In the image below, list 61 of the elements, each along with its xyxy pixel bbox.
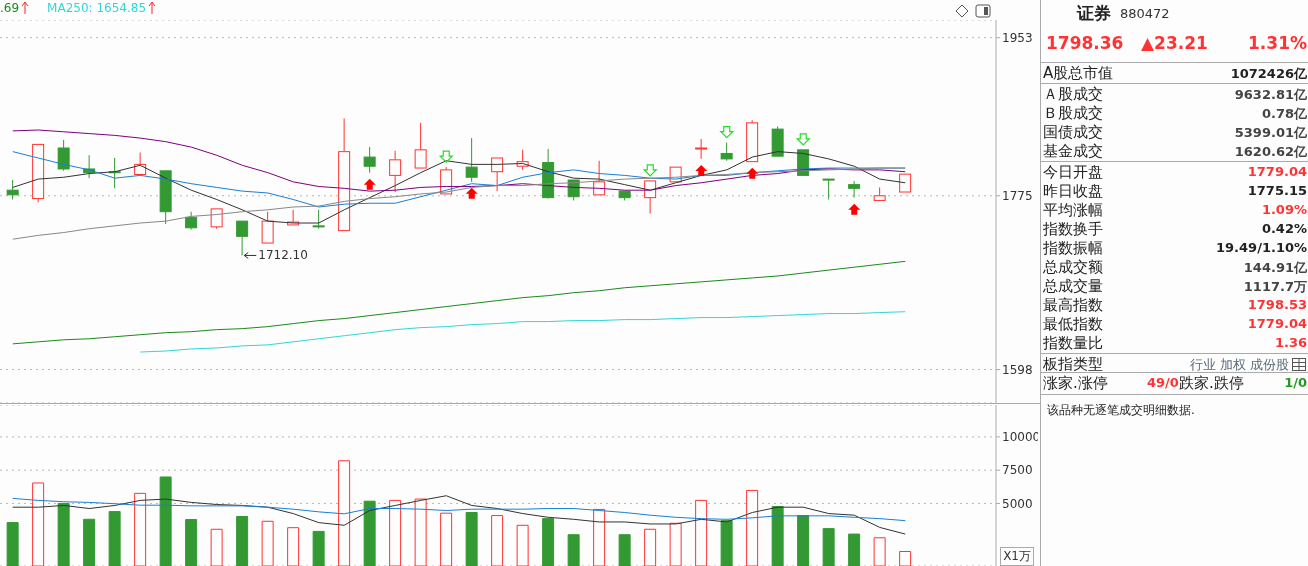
y-tick-label: 5000 bbox=[1002, 496, 1033, 511]
text: 1.36 bbox=[1274, 335, 1307, 350]
text: 19.49/1.10% bbox=[1216, 240, 1307, 255]
text: 1.09% bbox=[1261, 202, 1307, 217]
text: 5399.01亿 bbox=[1234, 125, 1307, 140]
category-label: 平均涨幅 bbox=[1043, 201, 1103, 220]
category-label: 国债成交 bbox=[1043, 123, 1103, 142]
category-label: Ｂ股成交 bbox=[1043, 104, 1103, 123]
text: 880472 bbox=[1120, 6, 1170, 21]
text: 49/0 bbox=[1147, 375, 1179, 390]
candlestick bbox=[389, 150, 402, 193]
line-series bbox=[12, 497, 906, 522]
line-series bbox=[139, 311, 906, 353]
category-label: 指数量比 bbox=[1043, 334, 1103, 353]
text: 1798.36 bbox=[1046, 33, 1124, 53]
category-label: 指数换手 bbox=[1043, 220, 1103, 239]
category-label: Ａ股成交 bbox=[1043, 85, 1103, 104]
annotation: 1712.10 bbox=[258, 248, 308, 263]
text: .69 bbox=[0, 1, 21, 15]
text: 1779.04 bbox=[1247, 316, 1307, 331]
text: 9632.81亿 bbox=[1234, 87, 1307, 102]
text: 1798.53 bbox=[1247, 297, 1307, 312]
text: 行业 加权 成份股 bbox=[1189, 357, 1289, 372]
category-label: 昨日收盘 bbox=[1043, 182, 1103, 201]
candlestick bbox=[6, 179, 19, 201]
text: 证券 bbox=[1077, 2, 1111, 25]
line-series bbox=[12, 495, 906, 535]
category-label: 板指类型 bbox=[1043, 355, 1103, 374]
category-label: A股总市值 bbox=[1043, 64, 1114, 83]
text: 144.91亿 bbox=[1243, 260, 1307, 275]
candlestick bbox=[848, 180, 861, 199]
candlestick bbox=[695, 138, 708, 160]
category-label: 最低指数 bbox=[1043, 315, 1103, 334]
text: 1072426亿 bbox=[1230, 66, 1307, 81]
category-label: 指数振幅 bbox=[1043, 239, 1103, 258]
text: 涨家.涨停 bbox=[1043, 374, 1108, 393]
category-label: 总成交额 bbox=[1043, 258, 1103, 277]
text: 0.42% bbox=[1261, 221, 1307, 236]
text: 0.78亿 bbox=[1261, 106, 1307, 121]
line-series bbox=[12, 260, 906, 345]
category-label: 今日开盘 bbox=[1043, 163, 1103, 182]
y-tick-label: 7500 bbox=[1002, 463, 1033, 478]
text: 1620.62亿 bbox=[1234, 144, 1307, 159]
text: 1.31% bbox=[1248, 33, 1307, 53]
category-label: 基金成交 bbox=[1043, 142, 1103, 161]
y-tick-label: 1598 bbox=[1002, 362, 1033, 377]
y-tick-label: 1953 bbox=[1002, 30, 1033, 45]
text: X1万 bbox=[1000, 547, 1034, 566]
text: 该品种无逐笔成交明细数据. bbox=[1047, 402, 1195, 419]
candlestick bbox=[185, 211, 198, 231]
y-tick-label: 1775 bbox=[1002, 189, 1033, 204]
text: 1117.7万 bbox=[1243, 279, 1307, 294]
text: MA250: 1654.85 bbox=[47, 1, 148, 15]
category-label: 总成交量 bbox=[1043, 277, 1103, 296]
text: 1/0 bbox=[1284, 375, 1307, 390]
category-label: 最高指数 bbox=[1043, 296, 1103, 315]
candlestick bbox=[363, 146, 376, 174]
text: 1775.15 bbox=[1247, 183, 1307, 198]
text: ▲23.21 bbox=[1141, 33, 1208, 53]
text: 1779.04 bbox=[1247, 164, 1307, 179]
text: 跌家.跌停 bbox=[1179, 374, 1244, 393]
